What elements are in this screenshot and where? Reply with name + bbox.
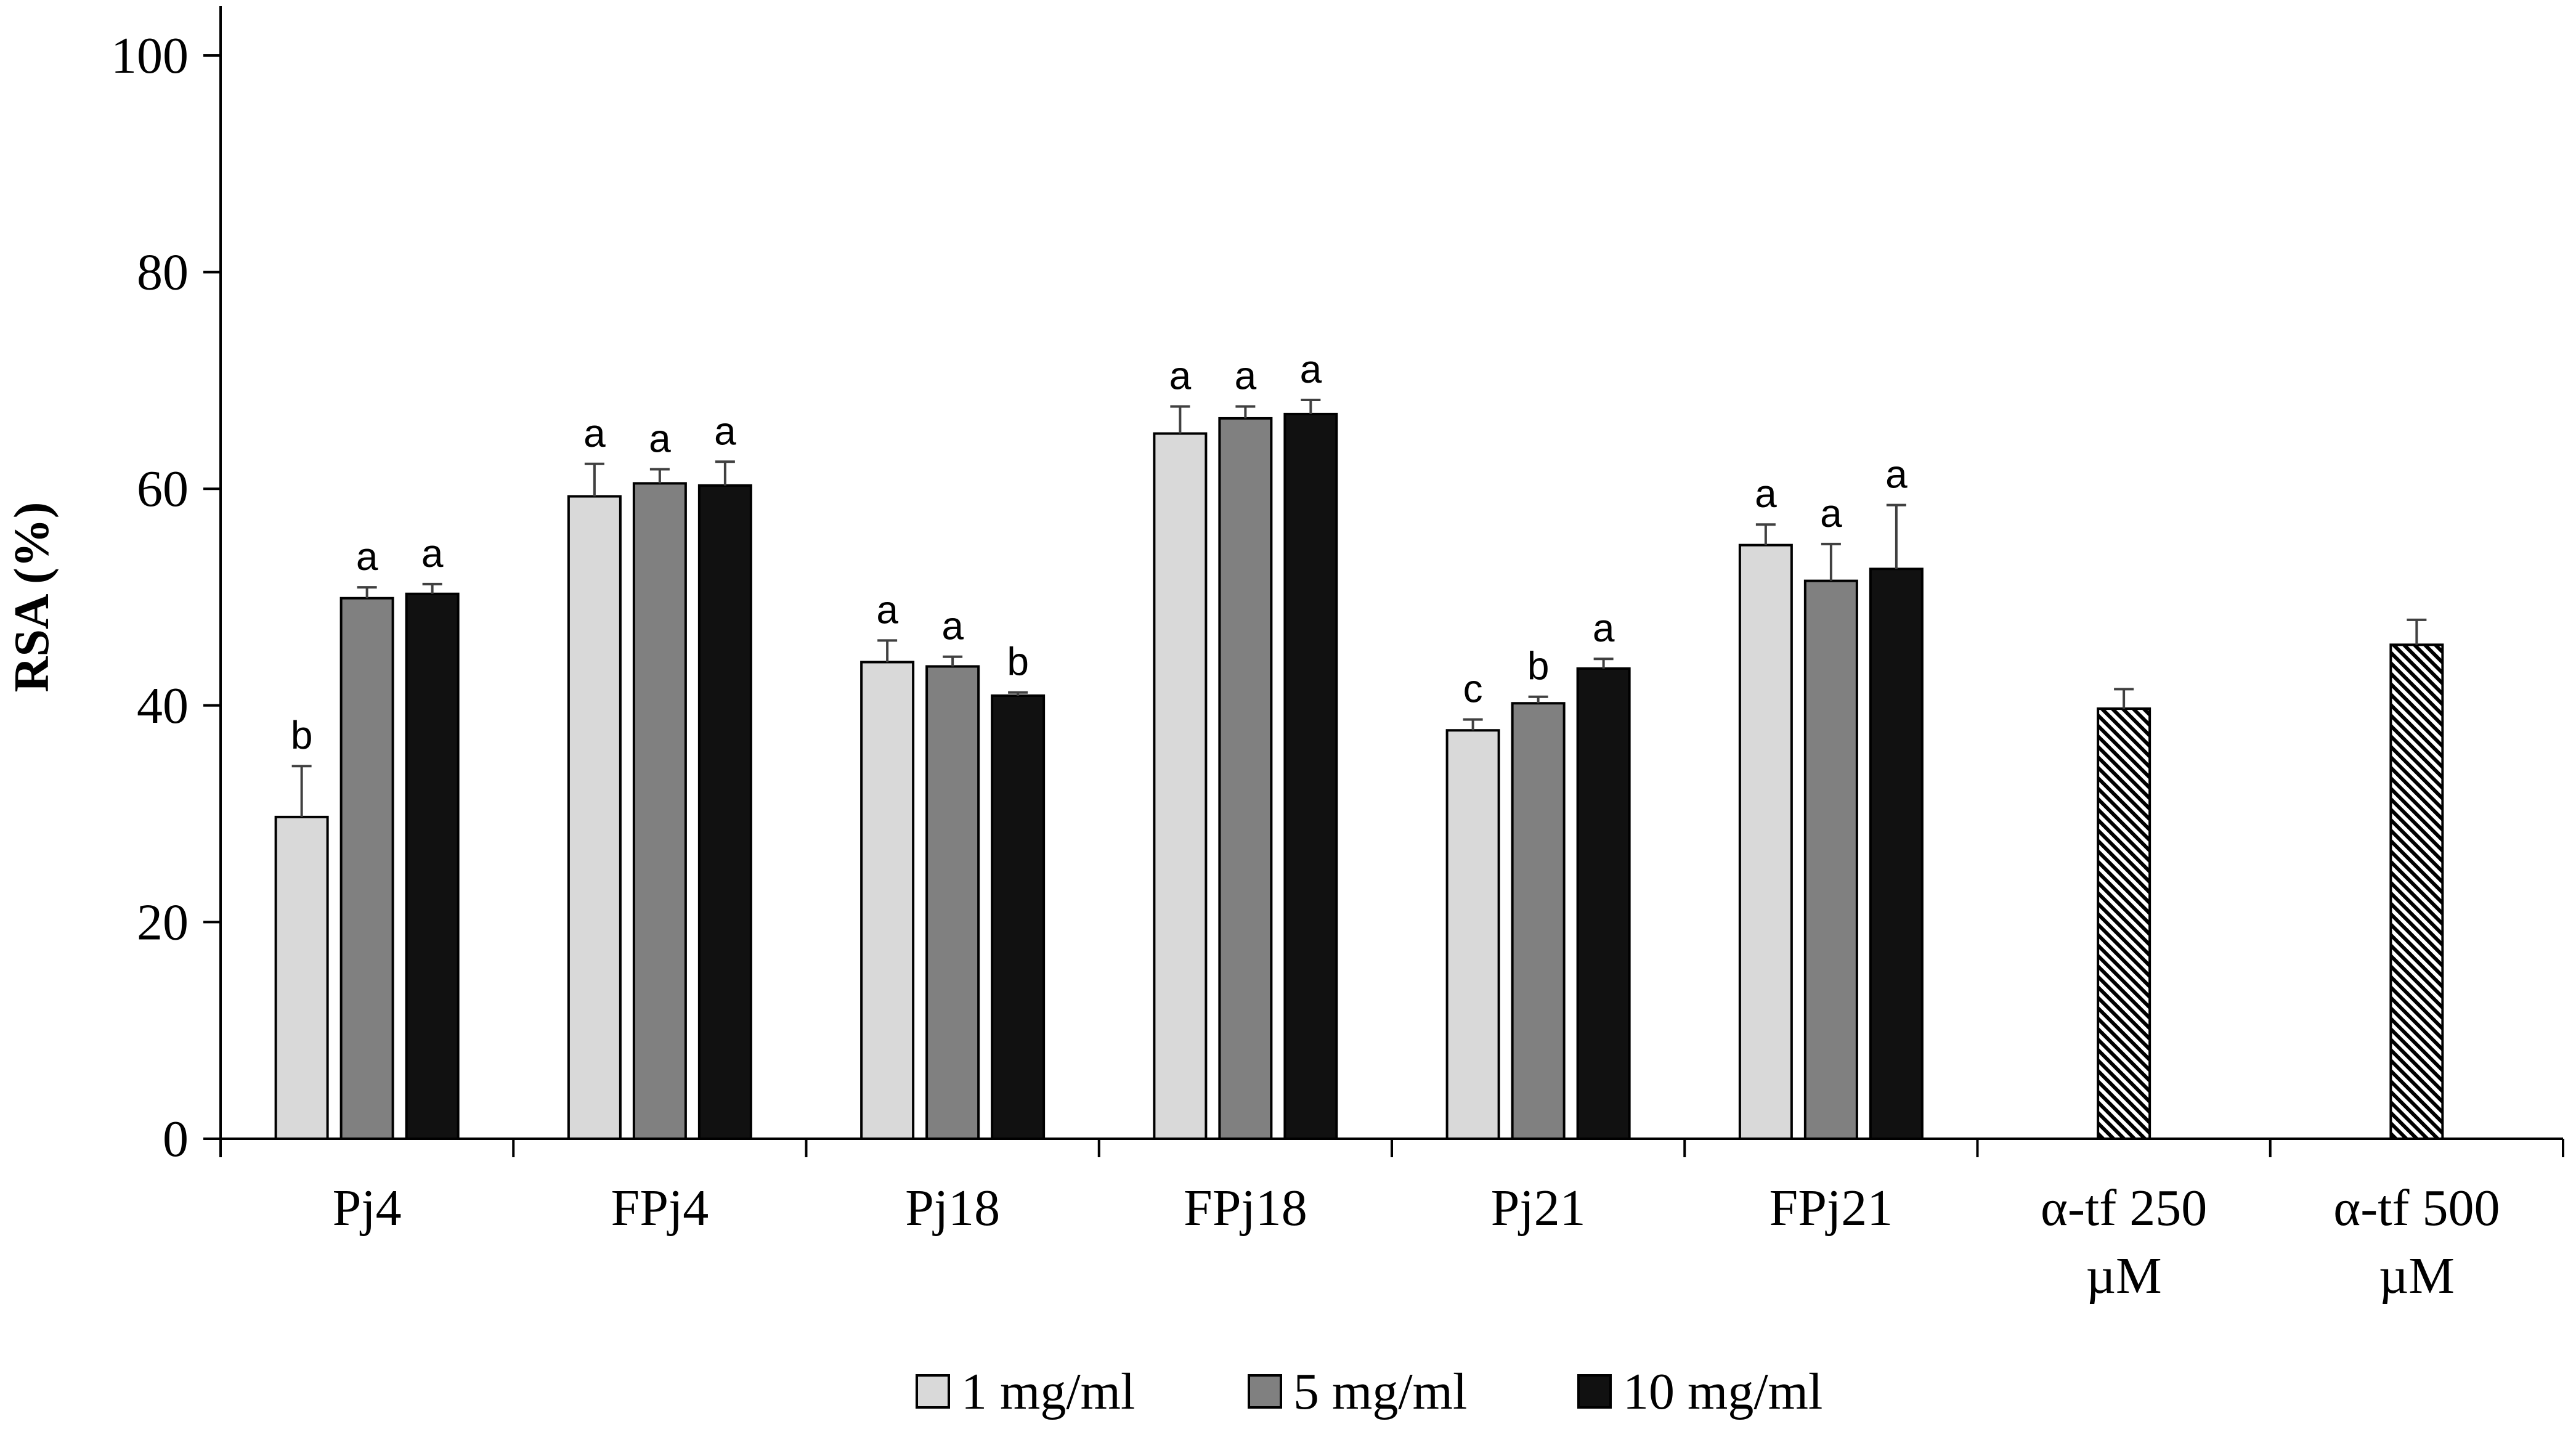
significance-label: a: [1755, 471, 1777, 516]
x-tick-label: FPj4: [611, 1179, 709, 1237]
bar: [1869, 568, 1924, 1140]
significance-label: b: [1007, 640, 1029, 684]
y-tick-label: 20: [137, 893, 189, 951]
y-tick-label: 0: [163, 1110, 189, 1168]
significance-label: c: [1463, 667, 1483, 711]
significance-label: a: [1169, 354, 1192, 398]
bar: [991, 694, 1046, 1140]
significance-label: a: [876, 587, 898, 632]
bar: [1738, 543, 1793, 1140]
bar: [1445, 729, 1500, 1140]
significance-label: a: [714, 409, 736, 453]
legend-swatch: [1248, 1374, 1282, 1409]
x-tick-label: Pj4: [333, 1179, 402, 1237]
y-axis-label: RSA (%): [5, 502, 59, 693]
bar: [1511, 702, 1566, 1141]
bar: [632, 482, 687, 1140]
bar: [567, 495, 622, 1140]
bar: [274, 815, 329, 1140]
bar: [1218, 417, 1273, 1140]
significance-label: a: [1885, 452, 1908, 497]
significance-label: a: [1300, 347, 1322, 391]
x-tick-label: α-tf 250 µM: [2041, 1179, 2207, 1305]
legend-swatch: [916, 1374, 950, 1409]
legend-swatch: [1577, 1374, 1612, 1409]
significance-label: a: [649, 417, 671, 461]
significance-label: a: [1593, 606, 1615, 650]
significance-label: b: [291, 713, 313, 757]
legend-label: 1 mg/ml: [961, 1363, 1135, 1420]
legend-label: 10 mg/ml: [1623, 1363, 1822, 1420]
bar: [339, 596, 394, 1140]
bar: [1283, 412, 1338, 1141]
x-tick-label: Pj21: [1491, 1179, 1586, 1237]
x-tick-label: Pj18: [905, 1179, 1000, 1237]
bar: [1803, 579, 1858, 1140]
x-tick-label: α-tf 500 µM: [2333, 1179, 2500, 1305]
reference-bar: [2097, 707, 2151, 1140]
bar: [925, 665, 980, 1140]
y-tick-label: 60: [137, 460, 189, 518]
chart-legend: 1 mg/ml 5 mg/ml 10 mg/ml: [916, 1363, 1822, 1420]
significance-label: a: [1235, 354, 1257, 398]
bar: [1576, 667, 1631, 1140]
significance-label: a: [941, 604, 964, 648]
x-tick-label: FPj21: [1769, 1179, 1893, 1237]
significance-label: a: [421, 531, 444, 576]
significance-label: a: [1820, 491, 1842, 535]
y-tick-label: 100: [111, 27, 189, 84]
significance-label: b: [1527, 644, 1550, 688]
y-tick-label: 80: [137, 244, 189, 301]
y-tick-label: 40: [137, 677, 189, 735]
bar: [405, 592, 460, 1140]
reference-bar: [2389, 643, 2444, 1141]
legend-label: 5 mg/ml: [1293, 1363, 1467, 1420]
significance-label: a: [583, 411, 606, 455]
chart-axes: 0 20 40 60 80 100 RSA (%) Pj4 FPj4 Pj18 FPj18 Pj21 F…: [5, 6, 2564, 1305]
bar: [697, 484, 752, 1140]
bar: [860, 661, 915, 1140]
bar: [1153, 432, 1208, 1140]
x-tick-label: FPj18: [1184, 1179, 1307, 1237]
significance-label: a: [356, 534, 378, 579]
